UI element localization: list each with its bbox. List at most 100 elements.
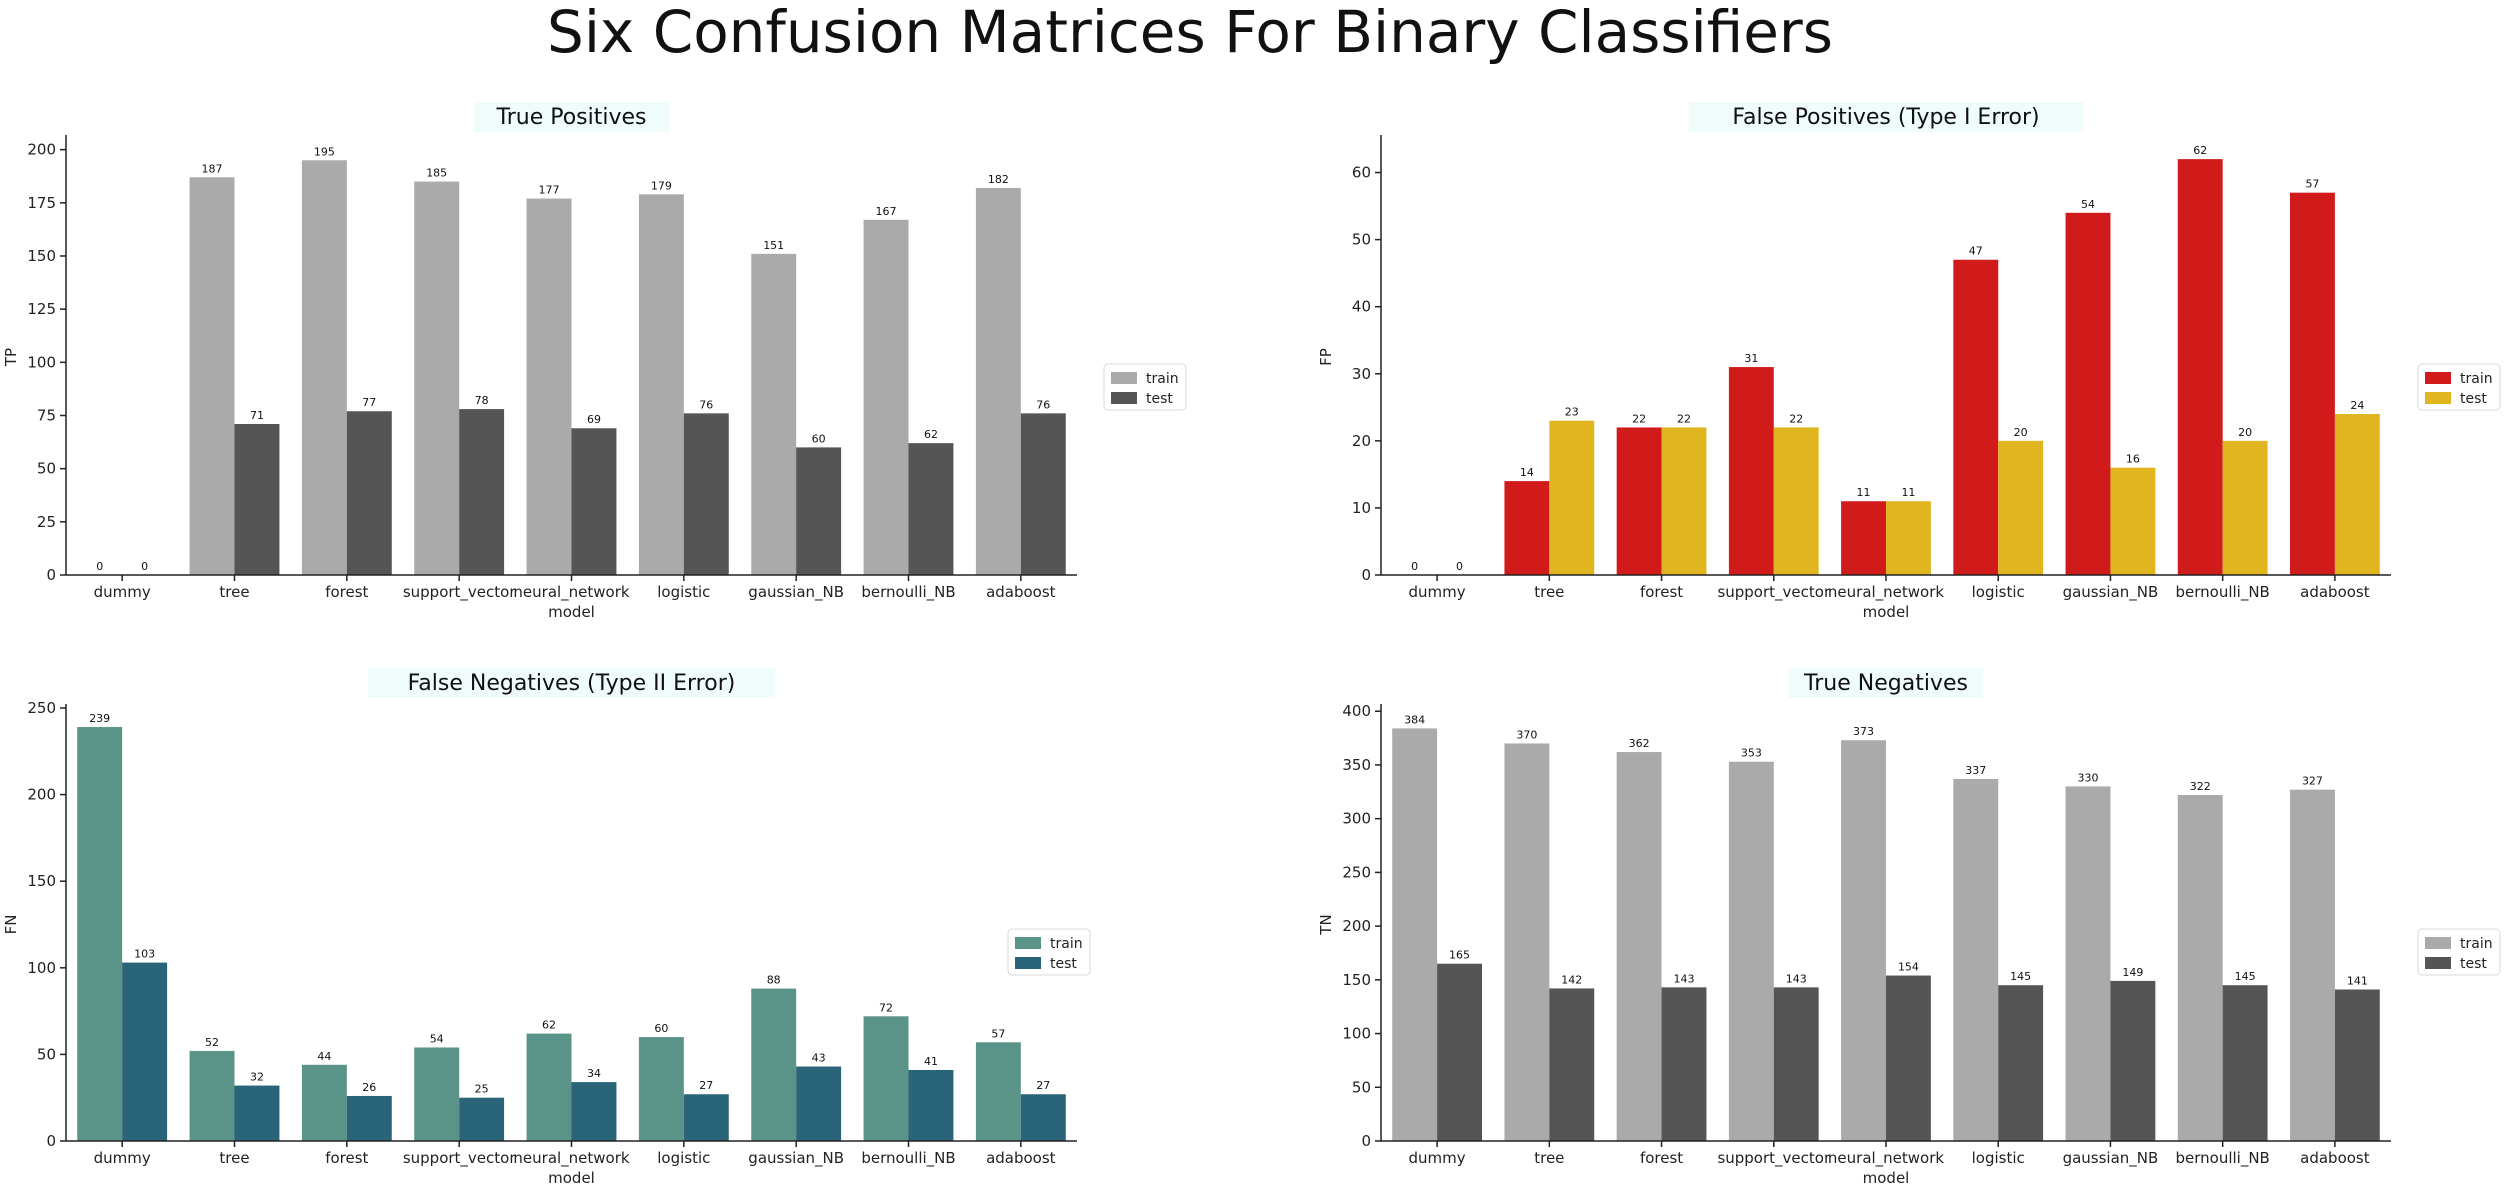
- chart-1-bar-label: 11: [1901, 486, 1915, 499]
- chart-0-ytick-label: 75: [37, 406, 56, 424]
- figure-suptitle: Six Confusion Matrices For Binary Classi…: [547, 0, 1833, 66]
- chart-0-bar-label: 167: [876, 205, 897, 218]
- chart-1-xlabel: model: [1863, 603, 1910, 621]
- chart-3-bar-train-tree: [1504, 743, 1550, 1141]
- chart-2-bar-train-gaussian_NB: [751, 988, 797, 1141]
- chart-0-bar-train-adaboost: [975, 187, 1021, 576]
- chart-3-bar-test-gaussian_NB: [2110, 980, 2156, 1141]
- chart-1-xtick-label: gaussian_NB: [2063, 583, 2159, 602]
- chart-1-bar-label: 16: [2126, 453, 2140, 466]
- chart-0-legend-swatch-train: [1111, 372, 1137, 384]
- chart-3-bar-label: 149: [2122, 966, 2143, 979]
- chart-1-ytick-label: 20: [1352, 432, 1371, 450]
- chart-0-title-background: [474, 102, 669, 132]
- chart-3-bar-train-adaboost: [2290, 789, 2335, 1141]
- chart-0-bar-test-forest: [346, 411, 392, 575]
- chart-1-xtick-label: logistic: [1972, 583, 2025, 601]
- chart-2-xtick-label: neural_network: [513, 1149, 629, 1168]
- chart-2-legend-label-test: test: [1050, 956, 1077, 972]
- chart-3-ylabel: TN: [1317, 914, 1335, 935]
- chart-3-bar-label: 327: [2302, 775, 2323, 788]
- chart-3-bar-label: 373: [1853, 725, 1874, 738]
- chart-1-title-background: [1688, 102, 2084, 132]
- chart-2-bar-label: 57: [991, 1027, 1005, 1040]
- chart-3-xtick-label: tree: [1534, 1149, 1564, 1167]
- chart-3-xtick-label: gaussian_NB: [2063, 1149, 2159, 1168]
- chart-2-bar-label: 25: [475, 1083, 489, 1096]
- chart-3-bar-label: 353: [1741, 747, 1762, 760]
- chart-3-bar-train-logistic: [1953, 778, 1999, 1141]
- chart-3-bar-test-adaboost: [2334, 989, 2380, 1141]
- chart-0-bar-test-neural_network: [571, 428, 617, 575]
- chart-1-bar-test-support_vector: [1773, 427, 1819, 575]
- chart-2-bar-label: 54: [430, 1032, 444, 1045]
- chart-0-legend: train test: [1103, 363, 1187, 411]
- chart-0-bar-label: 177: [539, 184, 560, 197]
- chart-1-bar-test-forest: [1661, 427, 1707, 575]
- chart-0-title: True Positives: [496, 105, 647, 130]
- chart-0-bar-train-support_vector: [414, 181, 460, 575]
- chart-3-bar-test-bernoulli_NB: [2222, 985, 2268, 1141]
- chart-2-bar-train-dummy: [77, 727, 123, 1141]
- chart-0-bar-test-tree: [234, 423, 280, 575]
- chart-0-bar-train-forest: [301, 160, 347, 575]
- chart-1-bar-label: 11: [1857, 486, 1871, 499]
- chart-2-bar-train-tree: [189, 1050, 235, 1141]
- chart-0-xtick-label: bernoulli_NB: [861, 583, 955, 602]
- chart-2-bar-label: 27: [699, 1079, 713, 1092]
- chart-2-bar-label: 32: [250, 1071, 264, 1084]
- chart-1-bar-label: 57: [2305, 178, 2319, 191]
- chart-2-bar-test-dummy: [122, 962, 168, 1141]
- chart-3-xtick-label: neural_network: [1828, 1149, 1944, 1168]
- chart-0-legend-label-test: test: [1146, 391, 1173, 407]
- chart-3-xtick-label: forest: [1640, 1149, 1683, 1167]
- chart-0-legend-label-train: train: [1146, 371, 1179, 387]
- chart-1-xtick-label: bernoulli_NB: [2175, 583, 2269, 602]
- chart-0-bar-train-logistic: [638, 194, 684, 576]
- chart-3-ytick-label: 350: [1342, 756, 1371, 774]
- chart-3-bar-test-neural_network: [1886, 975, 1931, 1141]
- chart-0-bar-test-gaussian_NB: [796, 447, 842, 575]
- chart-3-xtick-label: support_vector: [1717, 1149, 1831, 1168]
- chart-3-bar-train-support_vector: [1728, 761, 1774, 1141]
- chart-1-bar-label: 47: [1969, 245, 1983, 258]
- chart-2-xtick-label: adaboost: [986, 1149, 1056, 1167]
- chart-2-bar-train-neural_network: [526, 1033, 572, 1141]
- chart-1-ylabel: FP: [1317, 348, 1335, 366]
- chart-3-bar-label: 165: [1449, 949, 1470, 962]
- chart-2-bar-label: 239: [89, 712, 110, 725]
- chart-3-ytick-label: 150: [1342, 971, 1371, 989]
- chart-2-bar-label: 60: [654, 1022, 668, 1035]
- chart-0-xtick-label: adaboost: [986, 583, 1056, 601]
- chart-2-bar-label: 34: [587, 1067, 601, 1080]
- chart-2-xtick-label: bernoulli_NB: [861, 1149, 955, 1168]
- chart-3-legend-label-train: train: [2460, 936, 2493, 952]
- chart-1-bar-label: 20: [2238, 426, 2252, 439]
- chart-2-ytick-label: 150: [27, 872, 56, 890]
- chart-3-legend: train test: [2417, 928, 2501, 976]
- chart-3-bar-label: 384: [1404, 713, 1425, 726]
- chart-3-legend-label-test: test: [2460, 956, 2487, 972]
- chart-0-bar-label: 185: [426, 167, 447, 180]
- chart-0-xtick-label: logistic: [657, 583, 710, 601]
- chart-1-bar-test-neural_network: [1886, 501, 1931, 575]
- chart-0-bar-label: 77: [362, 396, 376, 409]
- chart-3-bar-test-dummy: [1437, 963, 1482, 1141]
- chart-2-bar-label: 72: [879, 1001, 893, 1014]
- chart-1-ytick-label: 10: [1352, 499, 1371, 517]
- chart-2-bar-test-tree: [234, 1085, 280, 1141]
- chart-1-bar-label: 0: [1456, 560, 1463, 573]
- chart-0-bar-test-adaboost: [1020, 413, 1066, 575]
- chart-1-bar-label: 22: [1632, 412, 1646, 425]
- chart-2-xlabel: model: [548, 1169, 595, 1187]
- chart-3-bar-test-support_vector: [1773, 987, 1819, 1141]
- chart-1-bar-train-gaussian_NB: [2065, 212, 2111, 576]
- chart-2-ytick-label: 250: [27, 699, 56, 717]
- chart-1-xtick-label: tree: [1534, 583, 1564, 601]
- chart-2-bar-test-support_vector: [459, 1097, 505, 1141]
- chart-0-bar-label: 76: [699, 398, 713, 411]
- chart-3-bar-label: 145: [2010, 970, 2031, 983]
- chart-0-bar-train-gaussian_NB: [751, 253, 797, 575]
- chart-0-ytick-label: 100: [27, 353, 56, 371]
- chart-2-xtick-label: logistic: [657, 1149, 710, 1167]
